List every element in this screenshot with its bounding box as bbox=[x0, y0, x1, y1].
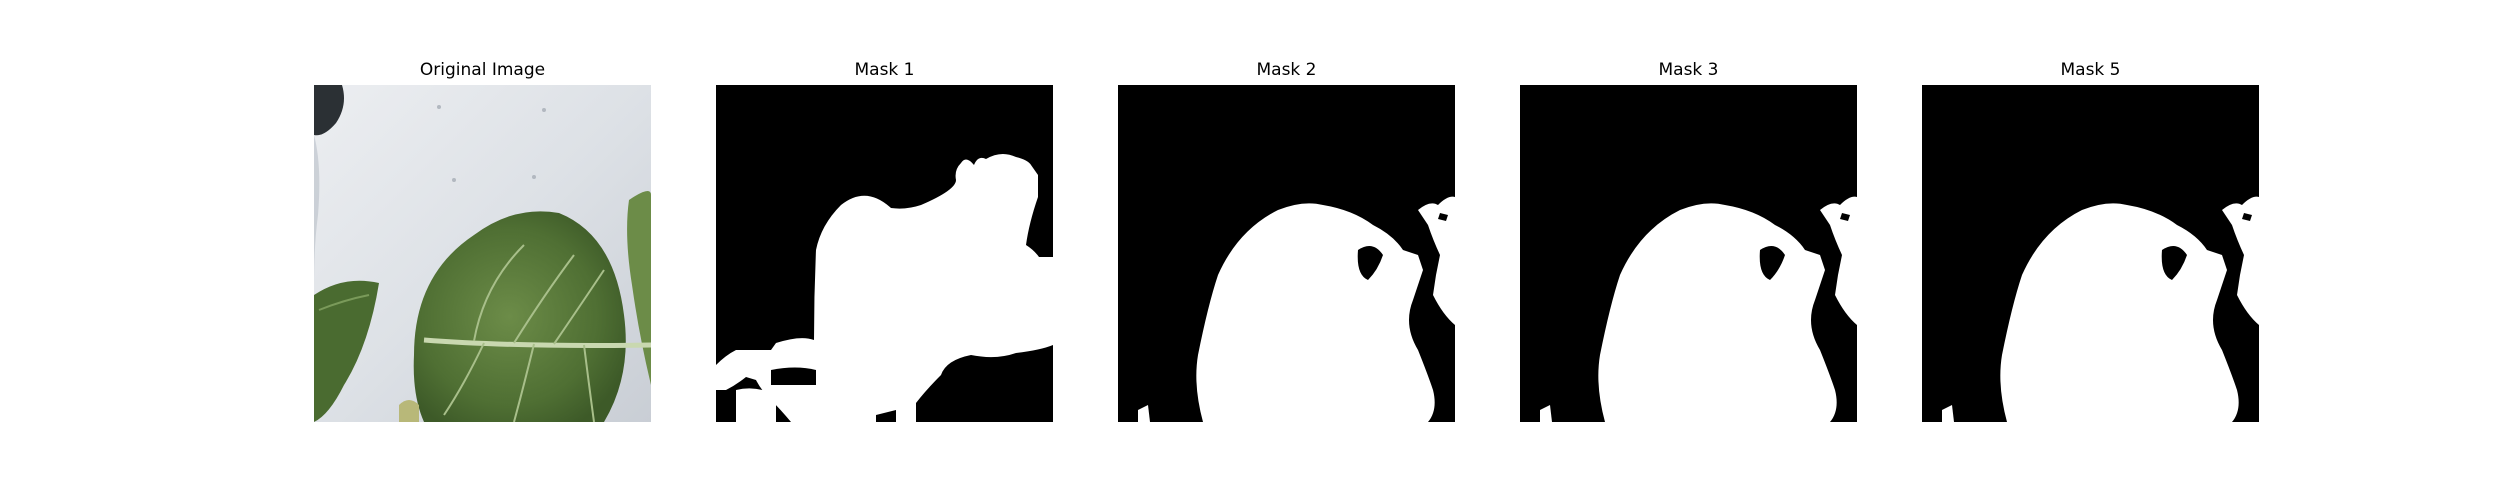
panel-title: Mask 1 bbox=[854, 60, 915, 80]
panel-title: Mask 2 bbox=[1256, 60, 1317, 80]
panel-mask-5: Mask 5 bbox=[1922, 0, 2259, 500]
panel-mask-3: Mask 3 bbox=[1520, 0, 1857, 500]
mask-2-image bbox=[1118, 85, 1455, 422]
mask-1-image bbox=[716, 85, 1053, 422]
panel-title: Mask 3 bbox=[1658, 60, 1719, 80]
panel-mask-1: Mask 1 bbox=[716, 0, 1053, 500]
panel-original: Original Image bbox=[314, 0, 651, 500]
mask-5-image bbox=[1922, 85, 2259, 422]
mask-3-image bbox=[1520, 85, 1857, 422]
panel-title: Original Image bbox=[419, 60, 546, 80]
original-image bbox=[314, 85, 651, 422]
panel-mask-2: Mask 2 bbox=[1118, 0, 1455, 500]
panel-title: Mask 5 bbox=[2060, 60, 2121, 80]
